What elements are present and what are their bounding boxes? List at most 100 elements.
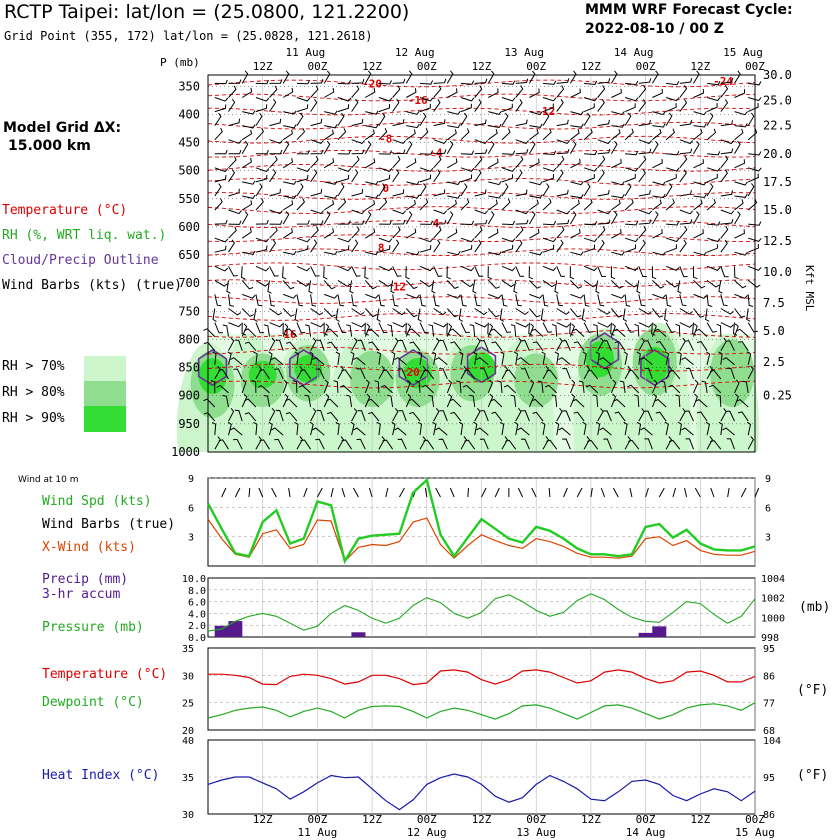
wind-barb: [720, 99, 729, 112]
heat-tick-right: 86: [763, 810, 775, 821]
wind-barb: [269, 118, 282, 127]
wind-barb: [460, 198, 470, 211]
wind-barb: [679, 308, 693, 315]
wind-barb: [521, 410, 530, 422]
isotherm-line: [207, 363, 756, 372]
wind-barb: [505, 439, 517, 450]
wind-barb: [624, 103, 636, 113]
wind-barb: [644, 438, 653, 450]
wind-barb: [460, 220, 475, 226]
wind-barb: [583, 365, 591, 380]
wind-barb: [611, 228, 622, 239]
wind-barb: [438, 368, 448, 380]
wind-barb: [323, 70, 331, 84]
wind-barb: [597, 239, 605, 253]
wind-barb: [406, 194, 420, 199]
wind-barb: [310, 294, 317, 307]
wind-barb: [337, 112, 345, 126]
pressure-tick-right: 1000: [761, 613, 785, 624]
wind-barb: [312, 427, 325, 436]
wind-barb: [611, 111, 625, 116]
wind-barb: [323, 379, 329, 394]
wind-barb: [716, 394, 722, 408]
wind-barb: [309, 421, 314, 436]
wind-barb: [474, 322, 488, 328]
wind-barb: [310, 322, 324, 328]
wind-barb: [531, 328, 544, 337]
wind-barb: [501, 244, 514, 253]
wind-barb: [655, 411, 667, 422]
wind-barb: [337, 436, 345, 450]
wind-barb: [378, 220, 392, 225]
wind-barb: [392, 266, 402, 277]
pressure-tick-label: 900: [178, 389, 200, 403]
wind-barb: [378, 183, 386, 197]
wind-barb: [638, 119, 651, 127]
wind-barb: [275, 339, 284, 351]
wind-barb: [705, 421, 710, 436]
wind-barb: [447, 180, 461, 186]
bottom-hour-label: 00Z: [745, 813, 765, 826]
wind-barb: [228, 239, 236, 253]
wind-barb: [337, 322, 347, 334]
wind-barb: [570, 199, 580, 211]
wind-barb: [346, 324, 353, 337]
wind-barb: [652, 111, 666, 116]
wind-barb: [269, 407, 276, 422]
wind-barb: [515, 294, 522, 307]
wind-barb: [214, 322, 224, 334]
isotherm-label: 0: [382, 182, 389, 195]
wind-barb: [707, 151, 721, 156]
wind-barb: [706, 294, 713, 307]
wind-barb: [542, 112, 550, 126]
wind-barb: [734, 128, 744, 141]
wind-barb: [529, 158, 540, 169]
wind-barb: [747, 102, 759, 113]
bottom-day-label: 13 Aug: [516, 826, 556, 839]
wind-barb: [652, 181, 666, 186]
wind-barb: [433, 308, 447, 316]
wind-barb: [542, 265, 557, 272]
wind-barb: [528, 211, 536, 225]
wind-barb: [734, 280, 747, 289]
surface-wind-barb: [531, 487, 537, 498]
wind-barb: [572, 328, 585, 337]
cycle-date: 2022-08-10 / 00 Z: [585, 21, 724, 37]
wind-barb: [501, 174, 513, 183]
wind-barb: [274, 438, 284, 450]
wind-barb: [515, 139, 529, 144]
wind-barb: [405, 140, 413, 155]
wind-barb: [474, 85, 483, 98]
model-cycle-title: MMM WRF Forecast Cycle:: [585, 2, 793, 18]
wind-barb: [638, 294, 646, 307]
wind-barb: [542, 174, 554, 183]
wind-barb: [665, 237, 680, 243]
wind-barb: [241, 157, 252, 169]
wind-barb: [419, 167, 434, 172]
wind-barb: [581, 308, 587, 322]
surface-wind-barb: [548, 487, 551, 498]
isotherm-line: [207, 234, 756, 243]
wind-barb: [391, 421, 396, 436]
wind-barb: [529, 293, 543, 299]
wind-barb: [583, 183, 591, 197]
wind-barb: [300, 369, 312, 380]
wind-spd-label: Wind Spd (kts): [42, 494, 152, 509]
height-tick-label: 10.0: [763, 265, 792, 279]
wind-barb: [679, 225, 688, 239]
wind-barb: [611, 181, 625, 186]
surface-wind-barb: [467, 487, 470, 498]
wind-barb: [378, 365, 386, 380]
surface-wind-barb: [517, 487, 523, 498]
height-tick-label: 22.5: [763, 119, 792, 133]
wind-barb: [569, 211, 577, 225]
wind-barb: [587, 439, 599, 450]
wind-barb: [693, 293, 707, 299]
wind-barb: [488, 293, 502, 299]
wind-barb: [488, 181, 502, 186]
wind-barb: [624, 173, 636, 183]
wind-barb: [364, 308, 377, 318]
wind-barb: [282, 70, 290, 84]
isotherm-line: [207, 93, 756, 102]
wind-barb: [460, 174, 473, 183]
